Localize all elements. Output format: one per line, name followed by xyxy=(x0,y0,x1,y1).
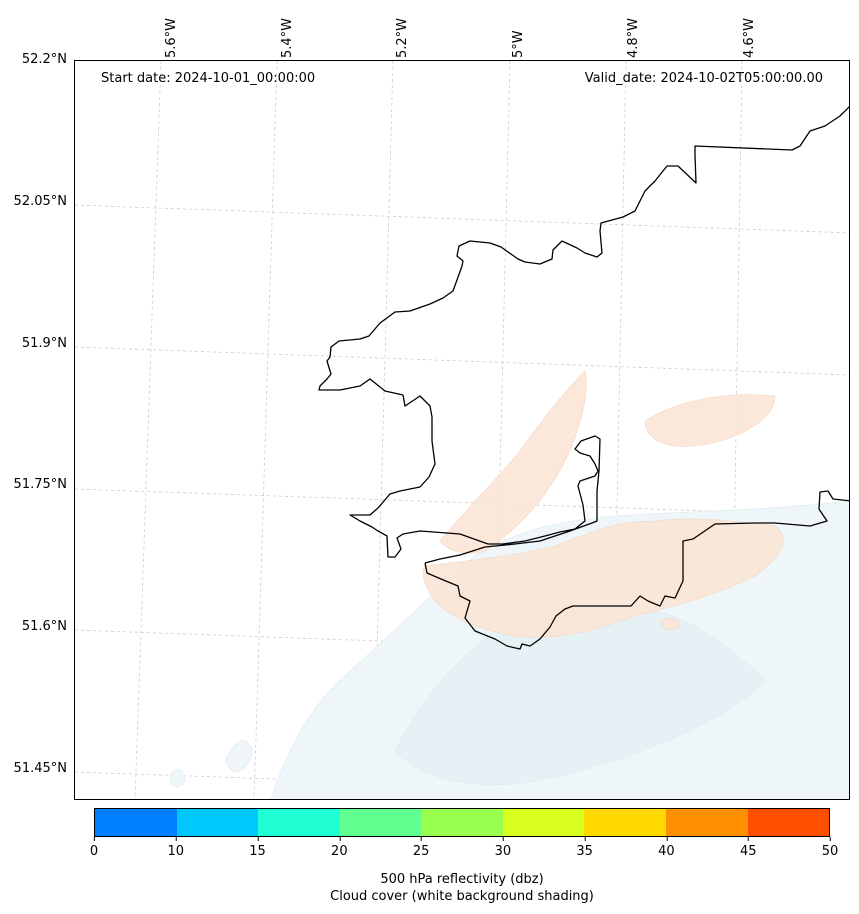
colorbar-segment-5 xyxy=(502,809,585,836)
cloud-fleck-2 xyxy=(169,768,186,788)
map-canvas xyxy=(75,61,849,799)
colorbar-label-line2: Cloud cover (white background shading) xyxy=(330,889,594,904)
colorbar-tick-20: 20 xyxy=(331,837,348,859)
map-panel[interactable] xyxy=(74,60,850,800)
lat-label-52.2n: 52.2°N xyxy=(21,52,67,67)
echo-band-channel xyxy=(439,370,587,554)
colorbar-tick-45: 45 xyxy=(740,837,756,859)
meridian-5.4w xyxy=(253,61,278,799)
lon-label-5.2w: 5.2°W xyxy=(395,17,410,58)
colorbar-segment-3 xyxy=(339,809,422,836)
meridian-5.6w xyxy=(134,61,162,799)
lon-label-4.8w: 4.8°W xyxy=(626,17,641,58)
colorbar-segment-2 xyxy=(258,809,340,836)
colorbar-tick-40: 40 xyxy=(658,837,675,859)
lat-label-51.6n: 51.6°N xyxy=(21,619,67,634)
colorbar-segment-1 xyxy=(176,809,259,836)
lat-label-51.45n: 51.45°N xyxy=(13,761,67,776)
lat-label-51.9n: 51.9°N xyxy=(21,336,67,351)
coastline xyxy=(318,106,849,650)
colorbar-tick-15: 15 xyxy=(249,837,266,859)
lon-label-5.6w: 5.6°W xyxy=(164,17,179,58)
lat-label-51.75n: 51.75°N xyxy=(13,477,67,492)
start-date-label: Start date: 2024-10-01_00:00:00 xyxy=(101,71,316,86)
echo-cell-ne xyxy=(644,394,776,447)
coastline-north xyxy=(318,106,849,564)
colorbar-tick-25: 25 xyxy=(413,837,429,859)
coastline-south xyxy=(424,490,849,650)
reflectivity-colorbar xyxy=(94,808,830,837)
lon-label-5w: 5°W xyxy=(511,30,526,58)
colorbar-tick-10: 10 xyxy=(167,837,184,859)
colorbar-tick-0: 0 xyxy=(90,837,98,859)
lat-label-52.05n: 52.05°N xyxy=(13,194,67,209)
colorbar-label-line1: 500 hPa reflectivity (dbz) xyxy=(380,872,544,887)
cloud-region-core xyxy=(394,603,766,786)
colorbar-label: 500 hPa reflectivity (dbz) Cloud cover (… xyxy=(94,871,830,905)
colorbar-tick-35: 35 xyxy=(576,837,593,859)
lon-label-5.4w: 5.4°W xyxy=(280,17,295,58)
colorbar-segment-7 xyxy=(665,809,748,836)
lon-label-4.6w: 4.6°W xyxy=(742,17,757,58)
colorbar-segment-4 xyxy=(421,809,503,836)
valid-date-label: Valid_date: 2024-10-02T05:00:00.00 xyxy=(584,71,823,86)
echo-band-coast xyxy=(422,518,784,638)
reflectivity-shading xyxy=(422,370,784,638)
colorbar-ticks: 0 10 15 20 25 30 35 40 45 50 xyxy=(90,837,838,859)
colorbar-segment-6 xyxy=(584,809,666,836)
colorbar-segment-8 xyxy=(747,809,830,836)
colorbar-tick-30: 30 xyxy=(495,837,511,859)
colorbar-segment-0 xyxy=(95,809,177,836)
parallel-51.9n xyxy=(75,346,849,376)
cloud-fleck-1 xyxy=(224,739,254,773)
parallel-52.05n xyxy=(75,204,849,234)
colorbar-tick-50: 50 xyxy=(822,837,838,859)
echo-cell-small xyxy=(659,618,681,631)
